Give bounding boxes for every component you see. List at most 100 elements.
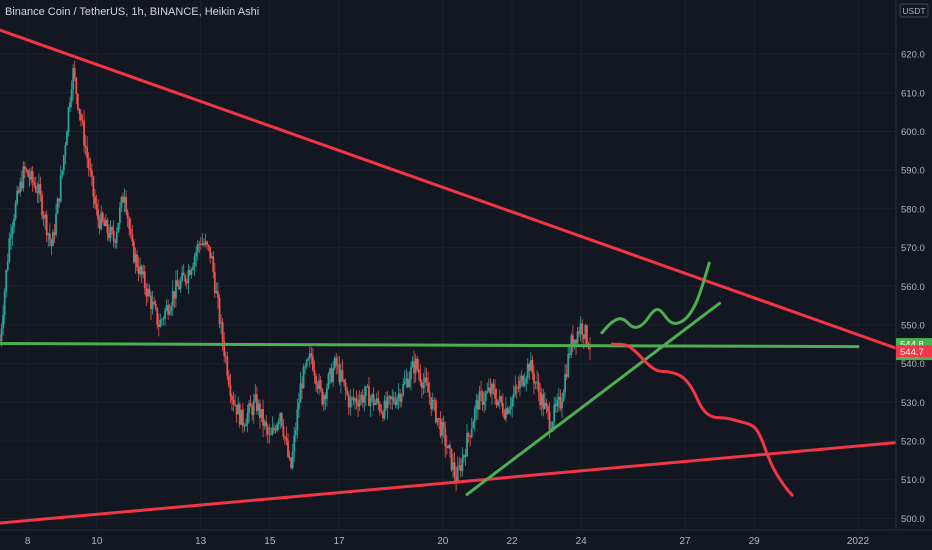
candle-body [406,378,409,387]
candle-body [537,381,540,392]
candle-body [480,391,482,393]
candle-body [227,375,230,385]
candle-body [565,374,568,377]
candle-body [175,280,177,299]
candle-body [316,384,319,389]
candle-body [95,203,98,210]
candle-body [411,361,414,368]
candle-body [14,203,17,220]
candle-body [464,455,467,457]
candle-body [55,213,57,235]
candle-body [229,384,232,396]
candle-body [243,425,246,427]
currency-badge[interactable] [899,3,929,18]
trend-line[interactable] [0,441,898,525]
projection-path[interactable] [610,342,794,497]
candle-body [274,429,277,431]
candle-body [364,386,367,397]
candle-body [196,243,199,252]
x-tick-label: 13 [195,536,207,547]
candle-body [360,394,363,400]
candle-body [263,421,266,426]
candle-body [209,246,212,259]
candle-body [70,89,73,103]
candle-body [283,436,286,438]
candle-body [210,256,213,259]
candle-body [484,392,487,402]
candle-body [237,404,240,415]
candle-body [357,403,359,407]
candle-body [129,228,132,235]
candle-body [399,393,401,402]
price-tag-value: 544.7 [900,347,924,358]
price-axis[interactable] [896,0,932,530]
candle-body [542,394,545,409]
candle-body [434,400,437,423]
candle-body [235,405,238,415]
candle-body [424,377,426,383]
candle-body [139,266,142,275]
candle-body [114,240,117,243]
candle-body [531,359,534,374]
candle-body [8,238,11,262]
candle-body [254,394,257,401]
candle-body [122,196,124,203]
candle-body [329,368,331,375]
candle-body [526,363,529,379]
candle-body [438,418,440,419]
candle-body [318,380,321,389]
candle-body [53,232,56,235]
grid [0,0,896,530]
candle-body [52,232,54,247]
x-tick-label: 17 [333,536,345,547]
trend-line[interactable] [0,28,898,350]
projection-path[interactable] [600,261,711,335]
candle-body [62,155,65,171]
candle-body [497,400,500,406]
candle-body [72,68,75,90]
candle-body [442,422,445,429]
candle-body [487,387,490,391]
candle-body [349,397,352,408]
candle-body [431,400,434,410]
candle-body [273,427,275,430]
candle-body [396,398,398,406]
candle-body [120,196,123,208]
candle-body [232,399,235,405]
candle-body [417,369,420,374]
candle-body [181,272,184,281]
candle-body [98,219,101,230]
candle-body [246,412,249,425]
candle-body [73,68,76,78]
candle-body [260,409,263,419]
candle-body [338,364,341,383]
trend-line[interactable] [465,301,722,496]
candle-body [515,386,518,388]
candle-body [430,397,433,410]
candle-body [193,256,196,267]
candle-body [578,331,581,334]
candle-body [245,424,247,426]
candle-body [296,409,299,431]
candle-body [249,403,252,407]
candle-body [470,428,473,438]
trend-line[interactable] [0,342,860,349]
candle-body [151,301,154,310]
candle-body [212,256,215,273]
candle-body [344,382,347,391]
candle-body [104,219,107,227]
candle-body [310,353,313,357]
candle-body [69,102,71,108]
candle-body [3,291,6,315]
candle-body [123,196,126,203]
y-tick-label: 510.0 [901,475,925,486]
candle-body [248,403,250,413]
candle-body [579,323,582,334]
candle-body [78,108,81,114]
price-tags: 544.825:04544.7 [896,338,932,361]
candle-body [75,77,78,95]
time-axis[interactable] [0,530,932,550]
candle-body [56,198,59,214]
